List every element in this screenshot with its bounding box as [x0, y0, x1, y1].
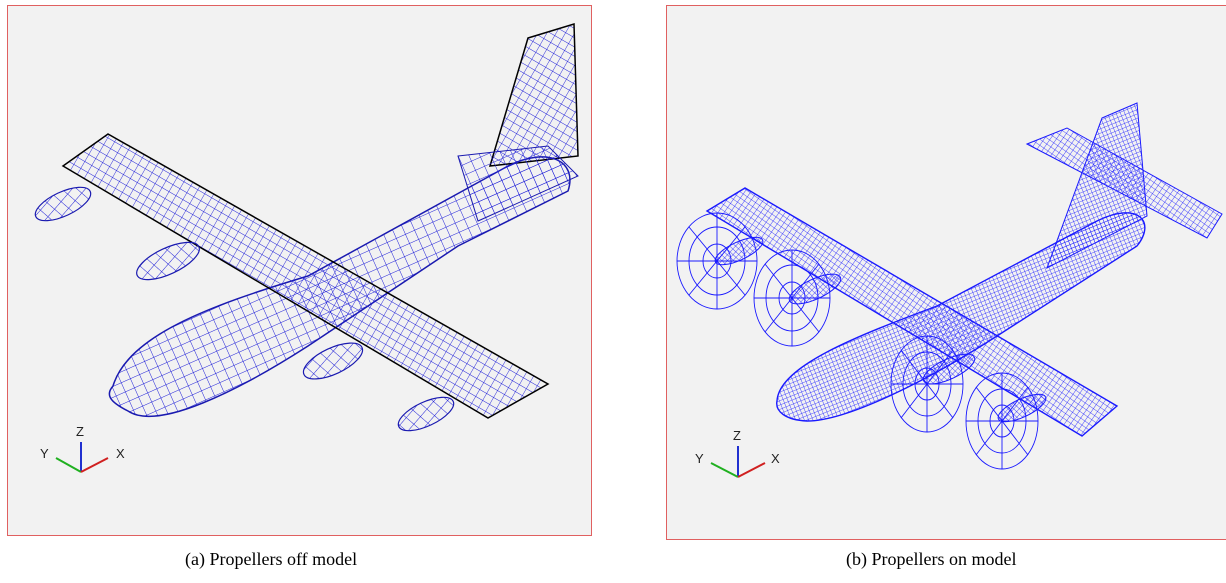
- nacelle-a-1: [34, 186, 92, 222]
- wing-a: [61, 133, 550, 419]
- vertical-tail-a: [488, 22, 579, 167]
- axis-label-x: X: [771, 451, 780, 466]
- nacelle-b-4: [997, 393, 1047, 423]
- axis-label-y: Y: [40, 446, 49, 461]
- axis-label-y: Y: [695, 451, 704, 466]
- propeller-b-3: [890, 335, 964, 433]
- nacelle-b-2: [788, 273, 842, 305]
- axis-label-z: Z: [733, 428, 741, 443]
- axis-triad-b: Z Y X: [695, 428, 780, 478]
- axis-triad-a: Z Y X: [40, 424, 125, 473]
- panel-propellers-on: Z Y X: [666, 5, 1226, 540]
- caption-b: (b) Propellers on model: [846, 549, 1017, 569]
- nacelle-a-4: [397, 396, 455, 432]
- axis-label-x: X: [116, 446, 125, 461]
- wireframe-aircraft-a: Z Y X: [34, 22, 579, 473]
- horizontal-tail-a: [457, 145, 579, 222]
- wireframe-aircraft-b: Z Y X: [676, 102, 1223, 478]
- caption-a: (a) Propellers off model: [185, 549, 358, 569]
- nacelle-b-1: [714, 236, 764, 266]
- nacelle-b-3: [922, 353, 976, 385]
- panel-propellers-off: Z Y X: [7, 5, 592, 536]
- axis-label-z: Z: [76, 424, 84, 439]
- nacelle-a-2: [136, 241, 200, 281]
- nacelle-a-3: [302, 342, 364, 380]
